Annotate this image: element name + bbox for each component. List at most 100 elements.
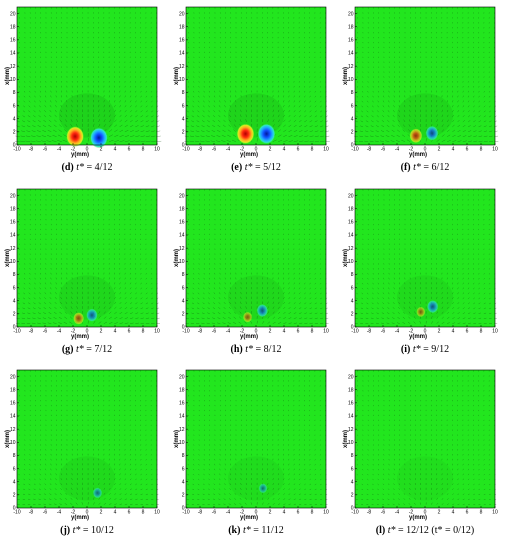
y-tick-label: 0 bbox=[351, 506, 354, 512]
vortex-negative bbox=[89, 127, 108, 149]
panel-caption: (j) t* = 10/12 bbox=[60, 525, 114, 536]
y-tick-label: 0 bbox=[182, 506, 185, 512]
vector-field bbox=[355, 370, 497, 505]
y-tick-label: 20 bbox=[10, 374, 16, 380]
y-tick-label: 4 bbox=[182, 116, 185, 122]
y-tick-label: 8 bbox=[182, 272, 185, 278]
field-background bbox=[186, 370, 326, 508]
y-tick-label: 2 bbox=[13, 130, 16, 136]
x-tick-label: -6 bbox=[381, 329, 386, 335]
vortex-negative bbox=[425, 125, 439, 141]
x-tick-label: -8 bbox=[367, 147, 372, 153]
x-tick-label: 8 bbox=[142, 329, 145, 335]
panel-i: -10 -8 -6 -4 -2 0 2 4 6 8 10y(mm)02468101214161820… bbox=[343, 188, 498, 355]
x-tick-label: -2 bbox=[409, 147, 414, 153]
x-tick-label: 10 bbox=[323, 510, 329, 516]
x-tick-label: -10 bbox=[182, 510, 189, 516]
y-tick-label: 12 bbox=[348, 246, 354, 252]
y-tick-label: 14 bbox=[179, 51, 185, 57]
x-tick-label: 4 bbox=[114, 329, 117, 335]
x-tick-label: 6 bbox=[466, 147, 469, 153]
x-axis: -10 -8 -6 -4 -2 0 2 4 6 8 10 bbox=[182, 325, 329, 335]
vector-field bbox=[353, 7, 499, 142]
y-tick-label: 2 bbox=[351, 312, 354, 318]
x-tick-label: 4 bbox=[114, 147, 117, 153]
y-tick-label: 18 bbox=[348, 387, 354, 393]
y-tick-label: 20 bbox=[348, 374, 354, 380]
jet-region bbox=[228, 275, 284, 320]
jet-region bbox=[59, 275, 115, 320]
x-tick-label: 0 bbox=[424, 329, 427, 335]
y-tick-label: 20 bbox=[10, 193, 16, 199]
y-tick-label: 2 bbox=[13, 312, 16, 318]
y-axis: 0 2 4 6 8 10 12 14 16 18 20 bbox=[348, 11, 357, 149]
y-tick-label: 6 bbox=[351, 103, 354, 109]
x-tick-label: -8 bbox=[198, 329, 203, 335]
x-tick-label: 6 bbox=[466, 510, 469, 516]
x-axis: -10 -8 -6 -4 -2 0 2 4 6 8 10 bbox=[13, 506, 160, 516]
vector-field bbox=[17, 370, 159, 505]
y-tick-label: 18 bbox=[179, 206, 185, 212]
x-axis-label: y(mm) bbox=[240, 152, 258, 158]
y-tick-label: 12 bbox=[10, 246, 16, 252]
panel-d: -10 -8 -6 -4 -2 0 2 4 6 8 10y(mm)02468101214161820… bbox=[5, 6, 162, 173]
panel-caption: (i) t* = 9/12 bbox=[401, 344, 449, 355]
x-tick-label: 4 bbox=[452, 510, 455, 516]
x-tick-label: 10 bbox=[323, 329, 329, 335]
x-tick-label: 8 bbox=[480, 147, 483, 153]
y-tick-label: 6 bbox=[351, 285, 354, 291]
y-tick-label: 4 bbox=[13, 116, 16, 122]
y-axis-label: x(mm) bbox=[343, 430, 349, 448]
y-axis: 0 2 4 6 8 10 12 14 16 18 20 bbox=[10, 374, 19, 512]
y-tick-label: 16 bbox=[179, 401, 185, 407]
y-tick-label: 8 bbox=[351, 90, 354, 96]
x-tick-label: 0 bbox=[86, 510, 89, 516]
y-tick-label: 12 bbox=[179, 246, 185, 252]
x-axis: -10 -8 -6 -4 -2 0 2 4 6 8 10 bbox=[351, 325, 498, 335]
y-tick-label: 14 bbox=[10, 233, 16, 239]
vector-field bbox=[14, 7, 162, 142]
jet-region bbox=[59, 456, 115, 501]
x-tick-label: -8 bbox=[29, 329, 34, 335]
vortex-negative bbox=[258, 483, 268, 494]
x-tick-label: 10 bbox=[323, 147, 329, 153]
y-tick-label: 16 bbox=[179, 220, 185, 226]
x-axis-label: y(mm) bbox=[71, 515, 89, 521]
y-tick-label: 2 bbox=[182, 493, 185, 499]
x-tick-label: -10 bbox=[351, 329, 358, 335]
vector-field bbox=[184, 7, 330, 142]
y-tick-label: 6 bbox=[13, 103, 16, 109]
x-tick-label: 2 bbox=[438, 510, 441, 516]
field-background bbox=[355, 370, 495, 508]
y-tick-label: 14 bbox=[179, 414, 185, 420]
x-tick-label: -4 bbox=[226, 147, 231, 153]
x-tick-label: -10 bbox=[13, 329, 20, 335]
vortex-negative bbox=[92, 487, 103, 499]
x-tick-label: 8 bbox=[311, 510, 314, 516]
x-tick-label: 2 bbox=[100, 329, 103, 335]
x-tick-label: 10 bbox=[492, 510, 498, 516]
x-tick-label: -6 bbox=[43, 329, 48, 335]
y-tick-label: 20 bbox=[179, 374, 185, 380]
panel-e: -10 -8 -6 -4 -2 0 2 4 6 8 10y(mm)02468101214161820… bbox=[174, 6, 330, 173]
x-tick-label: 6 bbox=[297, 329, 300, 335]
field-background bbox=[17, 189, 157, 327]
x-tick-label: 10 bbox=[154, 147, 160, 153]
panel-h: -10 -8 -6 -4 -2 0 2 4 6 8 10y(mm)02468101214161820… bbox=[174, 188, 329, 355]
y-tick-label: 0 bbox=[182, 325, 185, 331]
y-tick-label: 10 bbox=[348, 440, 354, 446]
x-tick-label: 6 bbox=[128, 329, 131, 335]
panel-caption: (h) t* = 8/12 bbox=[231, 344, 282, 355]
y-tick-label: 16 bbox=[348, 401, 354, 407]
jet-region bbox=[397, 275, 453, 320]
x-axis-label: y(mm) bbox=[240, 334, 258, 340]
y-tick-label: 12 bbox=[179, 64, 185, 70]
x-tick-label: 4 bbox=[283, 510, 286, 516]
vortex-negative bbox=[86, 308, 98, 322]
vector-field bbox=[186, 370, 328, 505]
x-tick-label: 4 bbox=[114, 510, 117, 516]
y-tick-label: 18 bbox=[10, 206, 16, 212]
x-tick-label: -6 bbox=[212, 147, 217, 153]
y-tick-label: 20 bbox=[179, 11, 185, 17]
